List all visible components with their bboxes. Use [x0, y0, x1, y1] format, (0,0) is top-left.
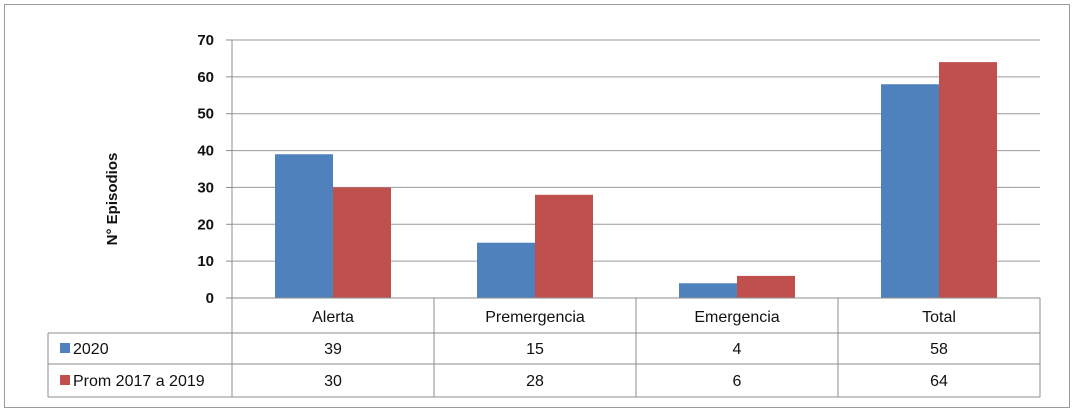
bar	[535, 194, 593, 298]
y-tick-label: 20	[197, 216, 214, 233]
y-tick-label: 0	[206, 290, 214, 307]
data-label: 39	[324, 341, 342, 358]
y-tick-label: 10	[197, 253, 214, 270]
y-tick-label: 40	[197, 143, 214, 160]
bars	[275, 62, 997, 298]
category-label: Premergencia	[485, 309, 585, 326]
category-label: Total	[922, 309, 956, 326]
bar	[881, 84, 939, 298]
bar	[275, 154, 333, 298]
data-label: 64	[930, 373, 948, 390]
data-table: Alerta Premergencia Emergencia Total 2020 39 1…	[47, 297, 1041, 398]
y-tick-label: 60	[197, 69, 214, 86]
data-label: 58	[930, 341, 948, 358]
data-label: 28	[526, 373, 544, 390]
category-label: Alerta	[312, 309, 354, 326]
y-axis-label: N° Episodios	[104, 153, 121, 246]
legend-swatch	[60, 375, 70, 385]
bar	[737, 275, 795, 298]
y-axis-ticks: 0 10 20 30 40 50 60 70	[197, 32, 214, 307]
data-label: 30	[324, 373, 342, 390]
data-label: 6	[733, 373, 742, 390]
data-label: 4	[733, 341, 742, 358]
bar	[939, 62, 997, 298]
legend-label: Prom 2017 a 2019	[73, 373, 205, 390]
category-label: Emergencia	[694, 309, 779, 326]
y-tick-label: 30	[197, 179, 214, 196]
bar	[333, 187, 391, 298]
y-tick-label: 70	[197, 32, 214, 49]
bar	[679, 283, 737, 298]
bar	[477, 242, 535, 298]
legend-label: 2020	[73, 341, 109, 358]
y-tick-label: 50	[197, 106, 214, 123]
data-label: 15	[526, 341, 544, 358]
legend-swatch	[60, 343, 70, 353]
